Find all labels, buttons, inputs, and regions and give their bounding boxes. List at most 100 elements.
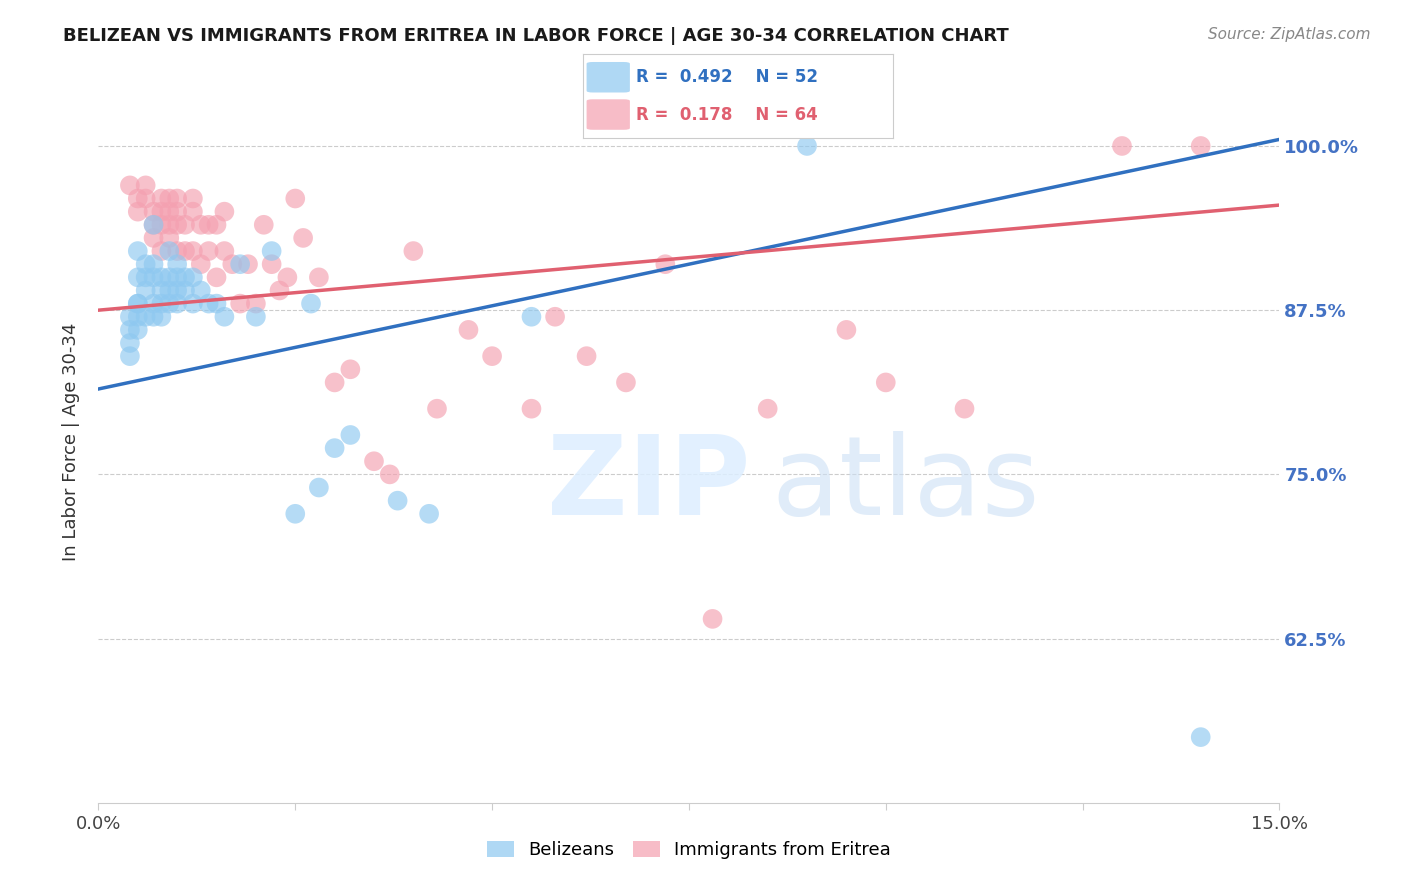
Point [150, 244, 173, 258]
Point [135, 178, 157, 193]
Point [142, 296, 165, 310]
Point [166, 284, 188, 298]
Point [190, 218, 212, 232]
Point [1189, 730, 1212, 744]
Point [181, 204, 204, 219]
Point [520, 310, 543, 324]
Point [157, 204, 180, 219]
Point [276, 270, 298, 285]
Text: atlas: atlas [772, 432, 1040, 539]
Point [174, 218, 197, 232]
Point [221, 257, 243, 271]
Point [339, 362, 361, 376]
Point [135, 310, 157, 324]
Point [796, 139, 818, 153]
Point [654, 257, 676, 271]
Point [157, 296, 180, 310]
Y-axis label: In Labor Force | Age 30-34: In Labor Force | Age 30-34 [62, 322, 80, 561]
Point [269, 284, 291, 298]
Point [166, 192, 188, 206]
Point [166, 296, 188, 310]
Point [205, 270, 228, 285]
Point [127, 296, 149, 310]
Point [544, 310, 567, 324]
FancyBboxPatch shape [586, 62, 630, 93]
Point [174, 284, 197, 298]
Point [166, 270, 188, 285]
Point [142, 218, 165, 232]
FancyBboxPatch shape [586, 99, 630, 130]
Point [260, 257, 283, 271]
Point [387, 493, 409, 508]
Point [157, 218, 180, 232]
Point [157, 284, 180, 298]
Point [166, 218, 188, 232]
Point [135, 257, 157, 271]
Point [166, 257, 188, 271]
Point [205, 218, 228, 232]
Point [284, 507, 307, 521]
Point [205, 296, 228, 310]
Point [214, 204, 236, 219]
Point [135, 284, 157, 298]
Point [127, 204, 149, 219]
Point [174, 244, 197, 258]
Point [253, 218, 276, 232]
Point [174, 270, 197, 285]
Point [127, 244, 149, 258]
Point [457, 323, 479, 337]
Point [157, 244, 180, 258]
Point [150, 192, 173, 206]
Point [284, 192, 307, 206]
Point [214, 244, 236, 258]
Point [953, 401, 976, 416]
Point [135, 192, 157, 206]
Point [190, 284, 212, 298]
Point [135, 270, 157, 285]
Text: R =  0.178    N = 64: R = 0.178 N = 64 [636, 105, 818, 123]
Point [229, 296, 252, 310]
Point [157, 192, 180, 206]
Text: R =  0.492    N = 52: R = 0.492 N = 52 [636, 69, 818, 87]
Point [197, 296, 219, 310]
Point [418, 507, 440, 521]
Point [197, 244, 219, 258]
Point [118, 178, 141, 193]
Point [127, 296, 149, 310]
Point [127, 323, 149, 337]
Text: ZIP: ZIP [547, 432, 751, 539]
Point [142, 310, 165, 324]
Point [181, 296, 204, 310]
Point [520, 401, 543, 416]
Text: BELIZEAN VS IMMIGRANTS FROM ERITREA IN LABOR FORCE | AGE 30-34 CORRELATION CHART: BELIZEAN VS IMMIGRANTS FROM ERITREA IN L… [63, 27, 1010, 45]
Point [142, 204, 165, 219]
Point [118, 336, 141, 351]
Point [835, 323, 858, 337]
Point [245, 296, 267, 310]
Point [1111, 139, 1133, 153]
Point [1189, 139, 1212, 153]
Point [118, 310, 141, 324]
Point [614, 376, 637, 390]
Point [166, 244, 188, 258]
Point [157, 270, 180, 285]
Point [299, 296, 322, 310]
Point [481, 349, 503, 363]
Point [363, 454, 385, 468]
Point [150, 204, 173, 219]
Point [150, 310, 173, 324]
Point [378, 467, 401, 482]
Point [150, 218, 173, 232]
Point [166, 204, 188, 219]
Point [127, 270, 149, 285]
Point [308, 270, 330, 285]
Point [214, 310, 236, 324]
Point [756, 401, 779, 416]
Point [292, 231, 315, 245]
Point [150, 284, 173, 298]
Point [402, 244, 425, 258]
Point [127, 192, 149, 206]
Point [157, 231, 180, 245]
Point [142, 231, 165, 245]
Point [229, 257, 252, 271]
